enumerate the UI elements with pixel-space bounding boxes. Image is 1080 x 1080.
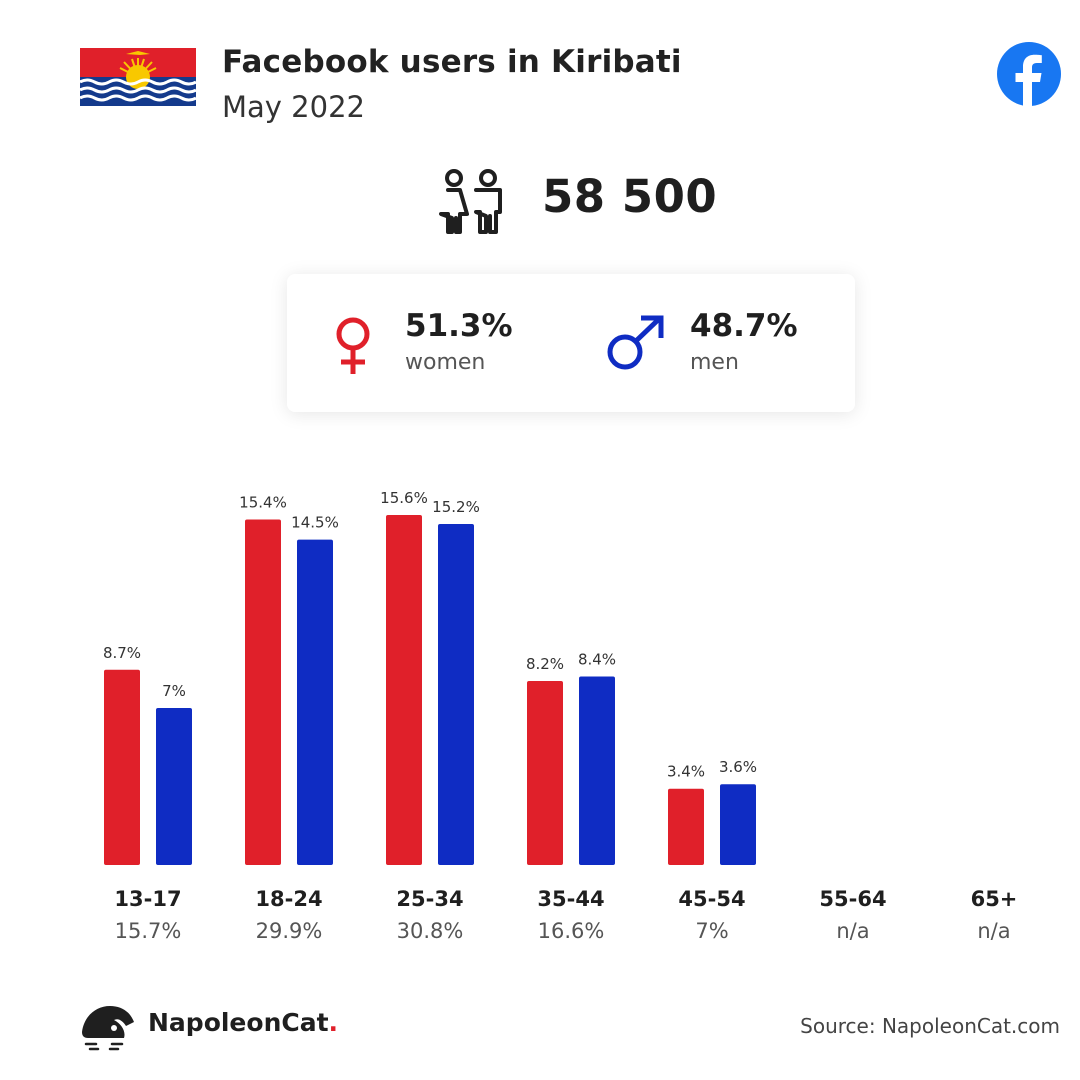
category-total-25-34: 30.8% [397, 919, 464, 943]
category-label-13-17: 13-17 [114, 887, 181, 911]
data-label-women-18-24: 15.4% [239, 493, 287, 511]
napoleoncat-logo-icon [82, 1006, 134, 1051]
data-label-men-35-44: 8.4% [578, 651, 616, 669]
kiribati-flag-icon [80, 48, 196, 106]
category-total-18-24: 29.9% [256, 919, 323, 943]
data-label-men-13-17: 7% [162, 682, 186, 700]
category-total-35-44: 16.6% [538, 919, 605, 943]
facebook-icon [997, 42, 1061, 106]
bar-men-35-44 [579, 676, 615, 865]
page-title: Facebook users in Kiribati [222, 44, 682, 80]
male-symbol-icon [607, 315, 664, 370]
men-label: men [690, 350, 739, 375]
bar-women-18-24 [245, 519, 281, 865]
data-label-men-18-24: 14.5% [291, 514, 339, 532]
category-label-35-44: 35-44 [537, 887, 604, 911]
category-label-45-54: 45-54 [678, 887, 745, 911]
data-label-men-45-54: 3.6% [719, 758, 757, 776]
data-label-women-13-17: 8.7% [103, 644, 141, 662]
data-label-women-25-34: 15.6% [380, 489, 428, 507]
page-subtitle: May 2022 [222, 90, 365, 124]
women-label: women [405, 350, 486, 375]
category-total-65+: n/a [977, 919, 1010, 943]
users-icon [439, 169, 502, 234]
total-users: 58 500 [542, 170, 718, 223]
category-total-55-64: n/a [836, 919, 869, 943]
bar-men-45-54 [720, 784, 756, 865]
category-label-65+: 65+ [971, 887, 1018, 911]
source-note: Source: NapoleonCat.com [800, 1014, 1060, 1038]
bar-women-25-34 [386, 515, 422, 865]
bar-men-13-17 [156, 707, 192, 865]
men-percentage: 48.7% [690, 308, 798, 344]
category-label-55-64: 55-64 [819, 887, 886, 911]
gender-split-card: 51.3% women 48.7% men [287, 274, 855, 412]
category-total-13-17: 15.7% [115, 919, 182, 943]
category-label-18-24: 18-24 [255, 887, 322, 911]
brand-name: NapoleonCat. [148, 1008, 339, 1037]
category-total-45-54: 7% [695, 919, 728, 943]
bar-women-45-54 [668, 788, 704, 865]
bar-women-35-44 [527, 681, 563, 865]
bar-men-18-24 [297, 539, 333, 865]
data-label-women-35-44: 8.2% [526, 655, 564, 673]
category-label-25-34: 25-34 [396, 887, 463, 911]
data-label-women-45-54: 3.4% [667, 763, 705, 781]
bar-men-25-34 [438, 523, 474, 865]
bar-women-13-17 [104, 669, 140, 865]
female-symbol-icon [336, 317, 370, 374]
women-percentage: 51.3% [405, 308, 513, 344]
data-label-men-25-34: 15.2% [432, 498, 480, 516]
